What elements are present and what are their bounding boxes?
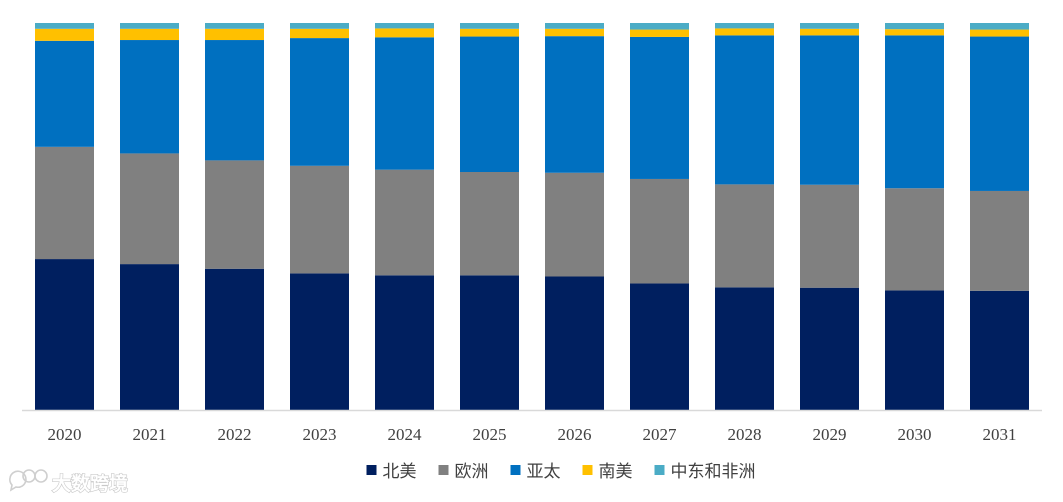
bar-segment-2026-s1 — [545, 172, 604, 277]
x-tick-label-2031: 2031 — [983, 425, 1017, 444]
bar-segment-2030-s2 — [885, 35, 944, 189]
bar-segment-2029-s0 — [800, 287, 859, 410]
bar-segment-2030-s0 — [885, 290, 944, 410]
bar-segment-2028-s4 — [715, 23, 774, 29]
bar-segment-2027-s2 — [630, 36, 689, 179]
bar-segment-2029-s1 — [800, 184, 859, 288]
bar-segment-2022-s1 — [205, 160, 264, 269]
bar-segment-2021-s2 — [120, 40, 179, 154]
legend-label-4: 中东和非洲 — [671, 462, 756, 482]
bar-segment-2024-s4 — [375, 23, 434, 29]
bar-segment-2021-s3 — [120, 28, 179, 41]
legend-swatch-3 — [582, 465, 593, 475]
bar-segment-2023-s0 — [290, 273, 349, 410]
bar-segment-2029-s4 — [800, 23, 859, 29]
legend-swatch-1 — [438, 465, 449, 475]
bar-segment-2020-s4 — [35, 23, 94, 29]
legend-label-1: 欧洲 — [455, 462, 489, 482]
bar-segment-2024-s0 — [375, 275, 434, 410]
legend-item-3: 南美 — [582, 462, 633, 482]
bar-segment-2022-s0 — [205, 268, 264, 410]
bar-segment-2021-s1 — [120, 153, 179, 265]
chat-bubble-logo-icon — [9, 469, 48, 492]
x-tick-label-2028: 2028 — [728, 425, 762, 444]
bar-segment-2021-s4 — [120, 23, 179, 29]
x-tick-label-2027: 2027 — [643, 425, 678, 444]
bar-segment-2029-s2 — [800, 35, 859, 185]
legend-label-0: 北美 — [383, 462, 417, 482]
bar-segment-2027-s4 — [630, 23, 689, 30]
bars-layer — [35, 23, 1029, 410]
bar-segment-2030-s4 — [885, 23, 944, 30]
legend-item-1: 欧洲 — [438, 462, 489, 482]
bar-segment-2031-s4 — [970, 23, 1029, 30]
bar-segment-2026-s3 — [545, 28, 604, 37]
legend-swatch-0 — [366, 465, 377, 475]
x-tick-label-2025: 2025 — [473, 425, 507, 444]
bar-segment-2031-s0 — [970, 290, 1029, 410]
x-tick-label-2030: 2030 — [898, 425, 932, 444]
bar-segment-2025-s0 — [460, 275, 519, 410]
x-tick-label-2021: 2021 — [133, 425, 167, 444]
bar-segment-2028-s0 — [715, 287, 774, 410]
bar-segment-2027-s0 — [630, 283, 689, 410]
legend-item-2: 亚太 — [510, 462, 561, 482]
bar-segment-2025-s4 — [460, 23, 519, 29]
legend-swatch-2 — [510, 465, 521, 475]
bar-segment-2028-s2 — [715, 35, 774, 185]
bar-segment-2022-s4 — [205, 23, 264, 29]
bar-segment-2020-s0 — [35, 259, 94, 410]
bar-segment-2026-s0 — [545, 276, 604, 410]
bar-segment-2031-s1 — [970, 190, 1029, 291]
bar-segment-2021-s0 — [120, 264, 179, 410]
x-tick-labels: 2020 2021 2022 2023 2024 2025 2026 2027 2028 2029… — [48, 425, 1017, 444]
legend-label-2: 亚太 — [527, 462, 561, 482]
bar-segment-2022-s3 — [205, 28, 264, 41]
bar-segment-2023-s1 — [290, 165, 349, 274]
bar-segment-2023-s2 — [290, 38, 349, 166]
x-tick-label-2024: 2024 — [388, 425, 423, 444]
bar-segment-2023-s4 — [290, 23, 349, 29]
bar-segment-2028-s1 — [715, 184, 774, 288]
x-tick-label-2020: 2020 — [48, 425, 82, 444]
bar-segment-2030-s1 — [885, 188, 944, 291]
bar-segment-2024-s1 — [375, 169, 434, 276]
bar-segment-2025-s1 — [460, 172, 519, 276]
bar-segment-2024-s3 — [375, 28, 434, 38]
bar-segment-2025-s3 — [460, 28, 519, 37]
legend-label-3: 南美 — [599, 462, 633, 482]
watermark-text: 大数跨境 — [52, 472, 128, 495]
bar-segment-2026-s4 — [545, 23, 604, 29]
bar-segment-2020-s3 — [35, 28, 94, 41]
legend-swatch-4 — [654, 465, 665, 475]
bar-segment-2028-s3 — [715, 28, 774, 36]
bar-segment-2020-s1 — [35, 146, 94, 260]
watermark: 大数跨境 — [9, 469, 129, 496]
legend: 北美 欧洲 亚太 南美 中东和非洲 — [366, 462, 756, 482]
bar-segment-2030-s3 — [885, 29, 944, 36]
x-tick-label-2023: 2023 — [303, 425, 337, 444]
legend-item-0: 北美 — [366, 462, 417, 482]
bar-segment-2024-s2 — [375, 37, 434, 170]
bar-segment-2023-s3 — [290, 28, 349, 39]
bar-segment-2027-s1 — [630, 178, 689, 284]
bar-segment-2022-s2 — [205, 40, 264, 161]
x-tick-label-2026: 2026 — [558, 425, 592, 444]
bar-segment-2020-s2 — [35, 40, 94, 147]
bar-segment-2025-s2 — [460, 36, 519, 172]
bar-segment-2027-s3 — [630, 29, 689, 37]
x-tick-label-2022: 2022 — [218, 425, 252, 444]
bar-segment-2026-s2 — [545, 36, 604, 173]
bar-segment-2029-s3 — [800, 28, 859, 36]
bar-segment-2031-s3 — [970, 29, 1029, 37]
x-tick-label-2029: 2029 — [813, 425, 847, 444]
legend-item-4: 中东和非洲 — [654, 462, 756, 482]
bar-segment-2031-s2 — [970, 36, 1029, 191]
